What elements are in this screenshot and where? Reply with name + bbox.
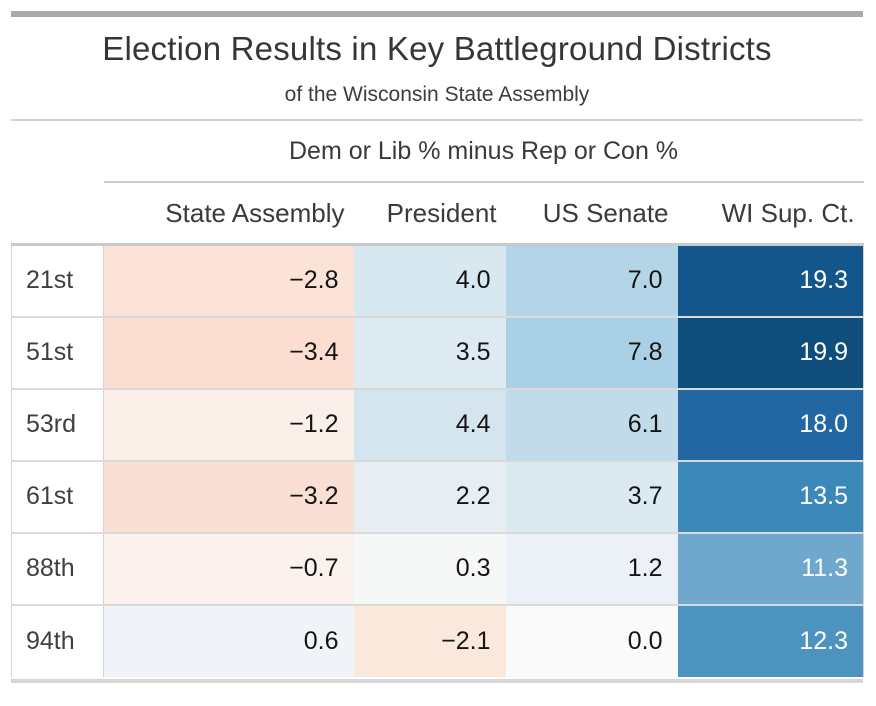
value-cell: 0.3 (353, 531, 506, 605)
district-label: 94th (11, 603, 104, 677)
value-cell: 7.8 (505, 315, 678, 389)
district-label: 88th (11, 531, 104, 605)
district-label: 53rd (11, 387, 104, 461)
col-header-wi-sup-ct: WI Sup. Ct. (677, 182, 864, 246)
table-row: 53rd −1.2 4.4 6.1 18.0 (11, 387, 865, 461)
value-cell: 7.0 (505, 244, 678, 317)
value-cell: −3.2 (103, 459, 354, 533)
district-label: 61st (11, 459, 104, 533)
value-cell: −3.4 (103, 315, 354, 389)
page-subtitle: of the Wisconsin State Assembly (284, 83, 590, 106)
col-header-us-senate: US Senate (505, 182, 678, 246)
header-divider (11, 119, 863, 121)
value-cell: 19.3 (677, 244, 865, 317)
column-header-row: State Assembly President US Senate WI Su… (11, 182, 864, 246)
col-header-state-assembly: State Assembly (103, 182, 354, 246)
value-cell: 12.3 (677, 603, 865, 677)
value-cell: 0.6 (103, 603, 354, 677)
value-cell: 19.9 (677, 315, 865, 389)
value-cell: 2.2 (353, 459, 506, 533)
district-label: 21st (11, 244, 104, 317)
table-row: 51st −3.4 3.5 7.8 19.9 (11, 315, 865, 389)
top-border-bar (11, 11, 863, 17)
table-row: 94th 0.6 −2.1 0.0 12.3 (11, 603, 865, 677)
table-wrapper: Election Results in Key Battleground Dis… (11, 11, 865, 683)
value-cell: 1.2 (505, 531, 678, 605)
value-cell: 6.1 (505, 387, 678, 461)
value-cell: −0.7 (103, 531, 354, 605)
value-cell: 4.0 (353, 244, 506, 317)
value-cell: 0.0 (505, 603, 678, 677)
value-cell: −2.1 (353, 603, 506, 677)
spanner-row: Dem or Lib % minus Rep or Con % (12, 121, 864, 183)
value-cell: 11.3 (677, 531, 865, 605)
district-label: 51st (11, 315, 104, 389)
results-table: Dem or Lib % minus Rep or Con % State As… (11, 121, 865, 677)
column-spanner: Dem or Lib % minus Rep or Con % (103, 121, 864, 183)
value-cell: 3.7 (505, 459, 678, 533)
value-cell: 3.5 (353, 315, 506, 389)
page-title: Election Results in Key Battleground Dis… (102, 30, 772, 67)
value-cell: 4.4 (353, 387, 506, 461)
bottom-border-bar (11, 678, 863, 683)
value-cell: −2.8 (103, 244, 354, 317)
table-row: 61st −3.2 2.2 3.7 13.5 (11, 459, 865, 533)
col-header-president: President (353, 182, 506, 246)
table-row: 21st −2.8 4.0 7.0 19.3 (11, 244, 865, 317)
value-cell: −1.2 (103, 387, 354, 461)
value-cell: 13.5 (677, 459, 865, 533)
table-row: 88th −0.7 0.3 1.2 11.3 (11, 531, 865, 605)
stub-blank (12, 121, 104, 182)
value-cell: 18.0 (677, 387, 865, 461)
stub-header (11, 182, 104, 246)
